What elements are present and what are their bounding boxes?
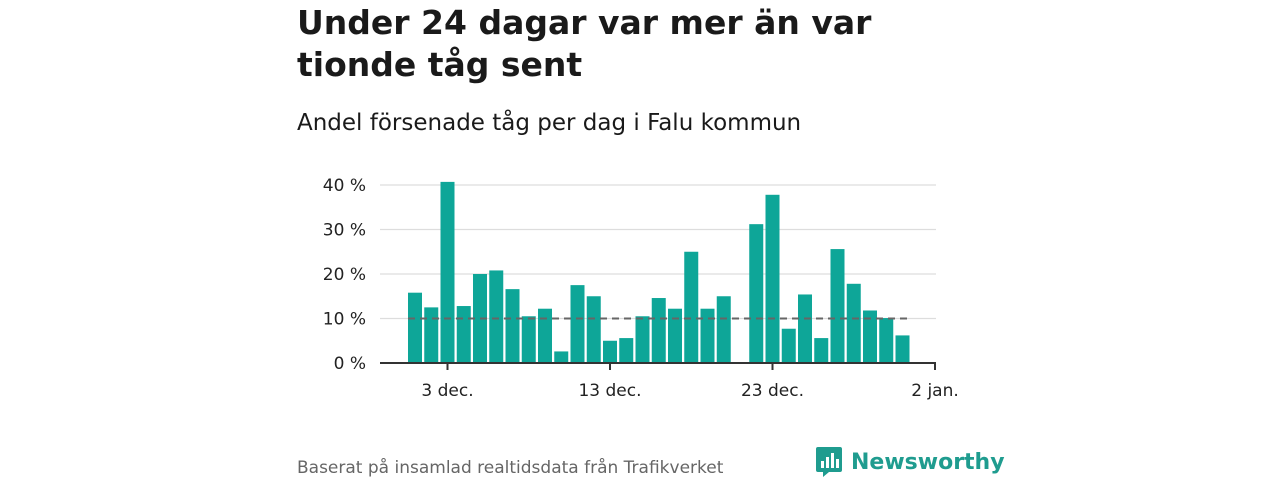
x-tick-label: 3 dec.	[421, 381, 473, 401]
x-tick-label: 2 jan.	[911, 381, 959, 401]
bar	[440, 181, 455, 363]
bar	[684, 251, 699, 363]
bar	[603, 340, 617, 363]
tick-labels: 0 % 10 % 20 % 30 % 40 % 3 dec. 13 dec. 23 dec. 2…	[323, 176, 959, 401]
bar	[863, 310, 877, 363]
chart-subtitle: Andel försenade tåg per dag i Falu kommu…	[297, 110, 802, 136]
bar-chart: 0 % 10 % 20 % 30 % 40 % 3 dec. 13 dec. 23 dec. 2…	[323, 176, 959, 401]
bar	[538, 308, 552, 363]
bar	[765, 194, 780, 363]
bar	[895, 335, 910, 363]
bar	[619, 338, 634, 363]
brand-name: Newsworthy	[851, 449, 1005, 475]
y-tick-label: 0 %	[334, 354, 366, 374]
bar	[716, 296, 731, 363]
bar	[635, 316, 650, 363]
bar	[408, 292, 422, 363]
chart-title: Under 24 dagar var mer än var tionde tåg…	[297, 3, 872, 84]
bar	[586, 296, 601, 363]
bar	[749, 224, 764, 363]
bar	[781, 328, 796, 363]
bar	[651, 298, 666, 363]
x-tick-label: 13 dec.	[578, 381, 641, 401]
y-tick-label: 40 %	[323, 176, 366, 196]
bar	[846, 283, 861, 363]
bar	[489, 270, 504, 363]
y-tick-label: 30 %	[323, 221, 366, 241]
y-tick-label: 20 %	[323, 265, 366, 285]
bar	[814, 338, 829, 363]
x-tick-label: 23 dec.	[741, 381, 804, 401]
bar	[830, 249, 845, 363]
bar	[505, 289, 520, 363]
bar	[879, 318, 894, 363]
bar	[456, 306, 471, 363]
bar	[554, 351, 569, 363]
bar	[700, 308, 715, 363]
axes	[380, 362, 936, 370]
bar	[570, 285, 585, 363]
newsworthy-logo-icon	[816, 447, 842, 477]
bar	[521, 316, 536, 363]
newsworthy-logo[interactable]: Newsworthy	[815, 446, 1005, 478]
bars	[408, 181, 910, 363]
source-note: Baserat på insamlad realtidsdata från Tr…	[297, 458, 724, 478]
y-tick-label: 10 %	[323, 310, 366, 330]
bar	[424, 307, 439, 363]
bar	[668, 308, 682, 363]
bar	[798, 294, 812, 363]
